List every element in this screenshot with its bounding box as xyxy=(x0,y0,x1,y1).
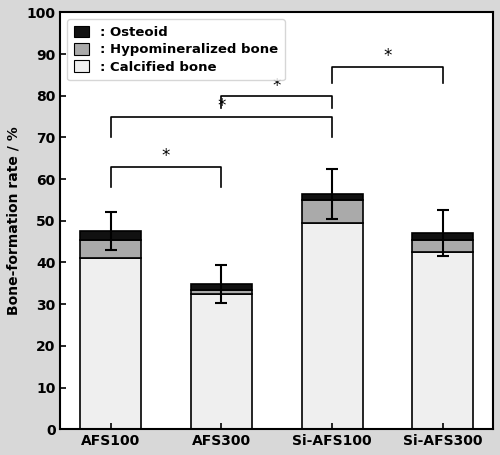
Bar xyxy=(191,294,252,429)
Bar xyxy=(80,231,141,240)
Bar xyxy=(412,252,474,429)
Bar xyxy=(412,240,474,252)
Bar xyxy=(302,200,362,223)
Bar xyxy=(412,233,474,240)
Text: *: * xyxy=(162,147,170,165)
Bar xyxy=(302,194,362,200)
Bar xyxy=(191,284,252,290)
Text: *: * xyxy=(217,97,226,116)
Bar xyxy=(191,290,252,294)
Text: *: * xyxy=(272,76,281,95)
Text: *: * xyxy=(384,47,392,66)
Bar xyxy=(80,258,141,429)
Bar xyxy=(302,223,362,429)
Y-axis label: Bone-formation rate / %: Bone-formation rate / % xyxy=(7,126,21,315)
Bar xyxy=(80,240,141,258)
Legend: : Osteoid, : Hypomineralized bone, : Calcified bone: : Osteoid, : Hypomineralized bone, : Cal… xyxy=(67,19,284,81)
